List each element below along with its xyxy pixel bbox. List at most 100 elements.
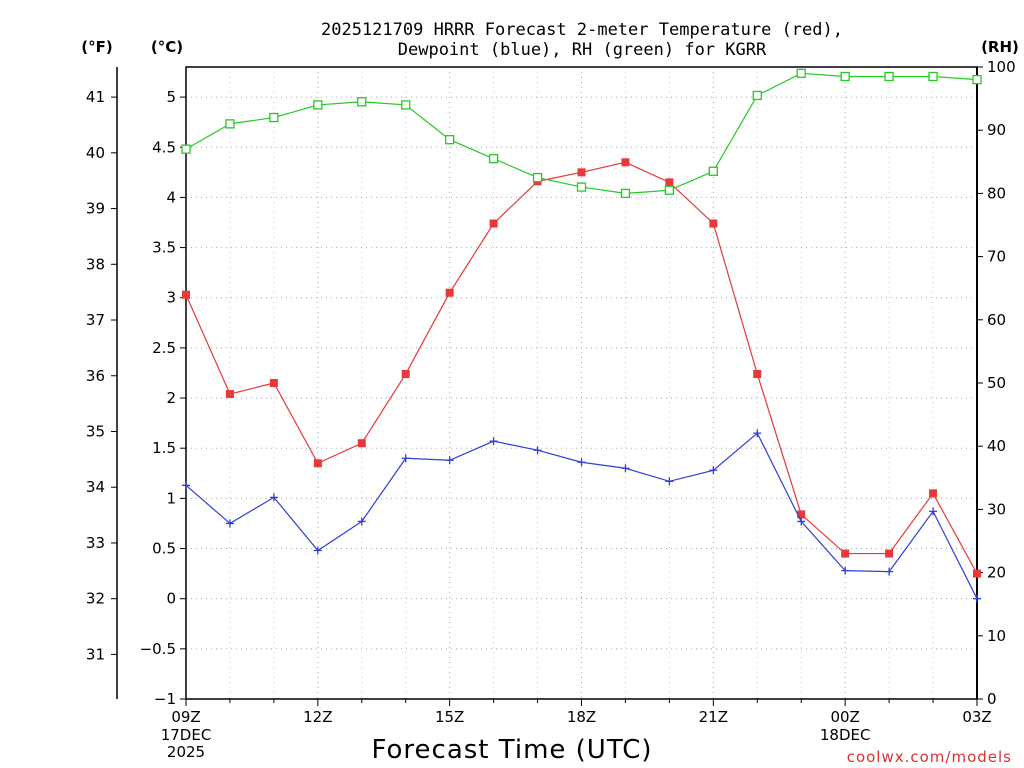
rh-tick-label: 0 [987, 690, 997, 708]
rh-tick-label: 80 [987, 184, 1006, 202]
dewpoint-point [445, 456, 454, 465]
dewpoint-point [665, 477, 674, 486]
celsius-tick-label: −0.5 [140, 640, 176, 658]
temperature-point [401, 369, 410, 378]
x-tick-label: 18Z [567, 708, 596, 726]
celsius-tick-label: 4 [166, 188, 176, 206]
temperature-point [973, 569, 981, 578]
fahrenheit-tick-label: 39 [86, 200, 105, 218]
rh-point [796, 68, 806, 78]
rh-tick-label: 70 [987, 248, 1006, 266]
rh-point [269, 112, 279, 123]
data-series [181, 68, 982, 603]
date-label: 18DEC [820, 726, 871, 744]
celsius-tick-label: 3 [166, 289, 176, 307]
x-tick-label: 00Z [830, 708, 859, 726]
fahrenheit-tick-label: 33 [86, 534, 105, 552]
rh-point [928, 71, 938, 82]
dewpoint-point [841, 566, 850, 575]
rh-point [445, 135, 455, 145]
temperature-point [489, 219, 498, 228]
celsius-tick-label: 1 [166, 489, 176, 507]
celsius-tick-label: −1 [154, 690, 176, 708]
dewpoint-point [401, 454, 410, 463]
temperature-point [225, 390, 234, 399]
x-tick-label: 15Z [435, 708, 464, 726]
temperature-point [797, 510, 806, 519]
fahrenheit-tick-label: 35 [86, 422, 105, 440]
dewpoint-point [313, 546, 322, 555]
temperature-point [182, 290, 190, 299]
tick-labels: −1 −0.5 0 0.5 1 1.5 2 2.5 3 3.5 4 4.5 5 31 32 33 34 35 36 3… [86, 58, 1016, 761]
dewpoint-point [753, 429, 762, 438]
dewpoint-point [929, 507, 938, 516]
temperature-point [357, 439, 366, 448]
temperature-point [665, 178, 674, 187]
rh-point [972, 74, 982, 85]
date-label: 17DEC [161, 726, 212, 744]
dewpoint-point [533, 446, 542, 455]
gridlines [186, 67, 977, 699]
dewpoint-point [797, 517, 806, 526]
celsius-tick-label: 3.5 [152, 239, 176, 257]
temperature-point [885, 549, 894, 558]
dewpoint-point [621, 464, 630, 473]
rh-tick-label: 10 [987, 627, 1006, 645]
temperature-point [577, 168, 586, 177]
fahrenheit-tick-label: 34 [86, 478, 105, 496]
rh-tick-label: 30 [987, 500, 1006, 518]
rh-point [225, 119, 235, 129]
rh-unit-label: (RH) [981, 38, 1019, 56]
temperature-point [841, 549, 850, 558]
temperature-point [269, 379, 278, 387]
dewpoint-point [577, 458, 586, 467]
celsius-tick-label: 5 [166, 88, 176, 106]
temperature-point [445, 288, 454, 297]
dewpoint-point [225, 519, 234, 528]
temperature-point [929, 489, 938, 498]
fahrenheit-tick-label: 31 [86, 645, 105, 663]
fahrenheit-unit-label: (°F) [81, 38, 112, 56]
fahrenheit-tick-label: 36 [86, 367, 105, 385]
rh-tick-label: 100 [987, 58, 1016, 76]
rh-tick-label: 50 [987, 374, 1006, 392]
celsius-unit-label: (°C) [151, 38, 183, 56]
dewpoint-point [269, 493, 278, 502]
chart-subtitle: Dewpoint (blue), RH (green) for KGRR [398, 40, 767, 60]
rh-point [884, 71, 894, 82]
rh-point [752, 90, 762, 101]
x-tick-label: 03Z [962, 708, 991, 726]
rh-point [708, 166, 718, 176]
fahrenheit-tick-label: 41 [86, 88, 105, 106]
dewpoint-point [182, 481, 190, 490]
celsius-tick-label: 0 [166, 590, 176, 608]
celsius-tick-label: 2 [166, 389, 176, 407]
rh-tick-label: 60 [987, 311, 1006, 329]
rh-point [532, 172, 543, 183]
dewpoint-point [357, 517, 366, 526]
celsius-tick-label: 2.5 [152, 339, 176, 357]
rh-point [840, 71, 850, 82]
rh-point [488, 153, 499, 164]
dewpoint-point [489, 437, 498, 446]
dewpoint-point [885, 567, 894, 576]
chart-title: 2025121709 HRRR Forecast 2-meter Tempera… [321, 20, 843, 40]
credit-text: coolwx.com/models [847, 748, 1012, 766]
rh-point [357, 97, 367, 107]
temperature-point [709, 219, 718, 228]
axes [111, 66, 983, 706]
date-label: 2025 [167, 743, 205, 761]
dewpoint-point [709, 466, 718, 475]
celsius-tick-label: 0.5 [152, 540, 176, 558]
x-axis-label: Forecast Time (UTC) [371, 735, 652, 765]
temperature-point [753, 369, 762, 378]
rh-point [576, 182, 587, 192]
fahrenheit-tick-label: 38 [86, 255, 105, 273]
temperature-point [313, 459, 322, 468]
celsius-tick-label: 1.5 [152, 439, 176, 457]
rh-tick-label: 20 [987, 564, 1006, 582]
fahrenheit-tick-label: 32 [86, 590, 105, 608]
rh-point [181, 144, 191, 154]
fahrenheit-tick-label: 37 [86, 311, 105, 329]
